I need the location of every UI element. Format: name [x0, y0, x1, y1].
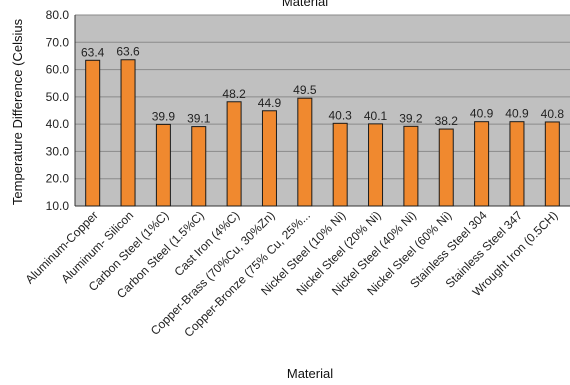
- bar: [155, 123, 171, 207]
- bar-value-label: 49.5: [293, 83, 317, 97]
- bar-value-label: 39.9: [152, 109, 176, 123]
- bar: [403, 125, 419, 207]
- bar: [297, 97, 313, 207]
- bar: [509, 121, 525, 207]
- bar: [261, 110, 277, 207]
- y-tick-label: 10.0: [46, 199, 70, 213]
- bar-value-label: 44.9: [258, 96, 282, 110]
- bar: [544, 121, 560, 207]
- bar-value-label: 63.6: [116, 45, 140, 59]
- bar: [332, 122, 348, 207]
- bar-value-label: 39.1: [187, 112, 211, 126]
- bar: [85, 59, 101, 207]
- y-tick-label: 50.0: [46, 90, 70, 104]
- y-tick-label: 80.0: [46, 8, 70, 22]
- y-tick-label: 20.0: [46, 172, 70, 186]
- bar-value-label: 40.9: [505, 107, 529, 121]
- plot-area: [74, 14, 570, 207]
- x-axis-title: Material: [287, 366, 333, 381]
- bar: [226, 101, 242, 207]
- y-tick-label: 40.0: [46, 117, 70, 131]
- bar-value-label: 40.9: [470, 107, 494, 121]
- y-tick-label: 60.0: [46, 63, 70, 77]
- bar: [191, 126, 207, 207]
- y-tick-label: 70.0: [46, 35, 70, 49]
- bar: [474, 121, 490, 207]
- y-axis-title: Temperature Difference (Celsius: [10, 18, 25, 205]
- y-axis-ticks: 10.0 20.0 30.0 40.0 50.0 60.0 70.0 80.0: [46, 8, 70, 213]
- y-tick-label: 30.0: [46, 144, 70, 158]
- bar-value-label: 39.2: [399, 111, 423, 125]
- bar-value-label: 40.3: [328, 108, 352, 122]
- bar-value-label: 63.4: [81, 45, 105, 59]
- bar: [120, 59, 136, 207]
- bars: [85, 59, 560, 207]
- bar: [438, 128, 454, 207]
- bar-value-label: 40.8: [541, 107, 565, 121]
- plot-background: [75, 15, 570, 206]
- bar-value-label: 40.1: [364, 109, 388, 123]
- bar-value-labels: 63.4 63.6 39.9 39.1 48.2 44.9 49.5 40.3 40.1 39.2…: [81, 45, 564, 128]
- bar-value-label: 38.2: [435, 114, 459, 128]
- bar-value-label: 48.2: [222, 87, 246, 101]
- chart-title: Material: [282, 0, 328, 9]
- bar: [368, 123, 384, 207]
